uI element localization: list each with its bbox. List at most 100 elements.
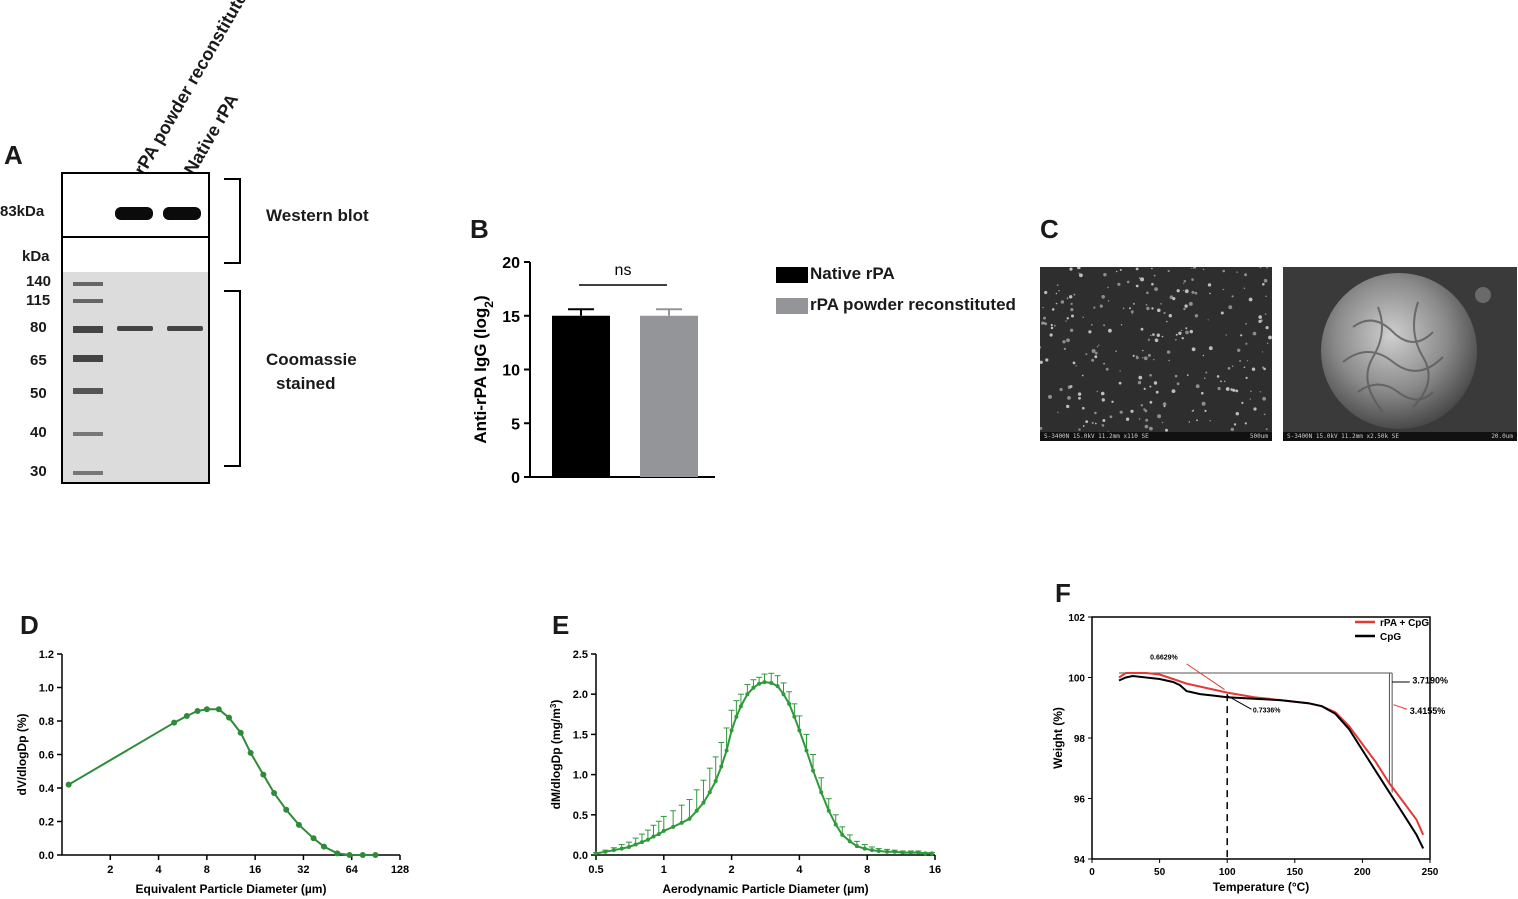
data-point (847, 839, 852, 844)
data-point (661, 828, 666, 833)
legend-label-powder: rPA powder reconstituted (810, 295, 1016, 314)
x-axis-label: Temperature (°C) (1213, 880, 1310, 894)
data-point (645, 837, 650, 842)
series-line (68, 708, 376, 856)
annotation-label: 0.7336% (1253, 707, 1281, 714)
data-point (171, 719, 178, 726)
y-tick-label: 0.0 (573, 850, 588, 862)
x-axis-label: Aerodynamic Particle Diameter (µm) (662, 882, 868, 896)
y-tick-label: 0.4 (39, 783, 55, 795)
series-line (595, 681, 932, 855)
significance-label: ns (615, 262, 632, 279)
data-point (671, 824, 676, 829)
data-point (745, 692, 750, 697)
y-tick-label: 0.0 (39, 850, 54, 862)
panel-label-b: B (470, 214, 489, 244)
y-tick-label: 98 (1074, 734, 1086, 745)
data-point (769, 680, 774, 685)
y-tick-label: 2.0 (573, 689, 588, 701)
x-tick-label: 1 (661, 864, 667, 876)
data-point (719, 764, 724, 769)
x-tick-label: 0.5 (588, 864, 603, 876)
y-tick-label: 0.8 (39, 716, 54, 728)
x-tick-label: 16 (249, 864, 261, 876)
sem-left-scale: 500um (1249, 433, 1268, 440)
y-tick-label: 0.6 (39, 750, 54, 762)
data-point (619, 846, 624, 851)
data-point (929, 851, 934, 856)
data-point (271, 790, 278, 797)
data-point (611, 848, 616, 853)
annotation-arrow (1186, 663, 1225, 691)
x-tick-label: 0 (1089, 867, 1095, 878)
data-point (734, 714, 739, 719)
data-point (295, 821, 302, 828)
x-tick-label: 4 (796, 864, 803, 876)
plot-frame (1091, 616, 1431, 860)
brackets (224, 178, 241, 467)
annotation-label: 0.6629% (1150, 654, 1178, 661)
data-point (869, 848, 874, 853)
data-point (916, 850, 921, 855)
data-point (346, 852, 353, 858)
y-tick-label: 5 (511, 416, 520, 433)
data-point (226, 714, 233, 721)
data-point (283, 806, 290, 813)
data-point (819, 790, 824, 795)
legend-label: rPA + CpG (1380, 618, 1429, 629)
data-point (751, 685, 756, 690)
y-tick-label: 96 (1074, 795, 1086, 806)
coomassie-label-line1: Coomassie (266, 350, 357, 369)
ladder-label: 140 (26, 273, 52, 290)
y-axis-label: dM/dlogDp (mg/m3) (549, 700, 564, 810)
y-tick-label: 15 (502, 309, 520, 326)
x-tick-label: 50 (1154, 867, 1166, 878)
line-chart-d: 0.0 0.2 0.4 0.6 0.8 1.0 1.2 2 4 8 16 32 64 128 Equival… (15, 649, 409, 896)
annotation-label: 3.7190% (1412, 676, 1448, 686)
y-tick-label: 1.0 (573, 770, 588, 782)
ladder-label: 40 (30, 424, 47, 441)
annotation-arrow (1393, 704, 1408, 710)
data-point (908, 850, 913, 855)
x-tick-label: 100 (1219, 867, 1236, 878)
data-point (854, 844, 859, 849)
data-point (183, 712, 190, 719)
data-point (876, 848, 881, 853)
data-point (334, 850, 341, 857)
wb-marker-label: 83kDa (0, 203, 45, 220)
y-tick-label: 1.5 (573, 729, 588, 741)
data-point (260, 771, 267, 778)
y-tick-label: 1.0 (39, 683, 54, 695)
ladder-label: 80 (30, 319, 47, 336)
y-tick-label: 0.2 (39, 817, 54, 829)
coomassie-gel-image (61, 236, 210, 484)
x-tick-label: 2 (729, 864, 735, 876)
x-axis-label: Equivalent Particle Diameter (µm) (136, 882, 327, 896)
panel-label-c: C (1040, 214, 1059, 244)
x-tick-label: 128 (391, 864, 409, 876)
y-tick-label: 2.5 (573, 649, 588, 661)
panel-label-f: F (1055, 578, 1071, 608)
data-point (247, 749, 254, 756)
bar (552, 315, 610, 477)
x-tick-label: 4 (156, 864, 163, 876)
data-point (762, 680, 767, 685)
y-tick-label: 0.5 (573, 810, 588, 822)
y-tick-label: 100 (1068, 674, 1085, 685)
x-tick-label: 64 (346, 864, 359, 876)
ladder-label: 30 (30, 463, 47, 480)
series-line (1118, 674, 1425, 849)
series-line (1118, 672, 1425, 836)
data-point (651, 834, 656, 839)
data-point (321, 843, 328, 850)
data-point (694, 808, 699, 813)
y-tick-label: 94 (1074, 855, 1086, 866)
sem-image-high-mag: S-3400N 15.0kV 11.2mm x2.50k SE 20.0um (1283, 267, 1517, 441)
x-tick-label: 32 (297, 864, 309, 876)
data-point (310, 835, 317, 842)
data-point (701, 800, 706, 805)
data-point (811, 768, 816, 773)
data-point (639, 840, 644, 845)
annotation-arrow (1226, 695, 1252, 710)
